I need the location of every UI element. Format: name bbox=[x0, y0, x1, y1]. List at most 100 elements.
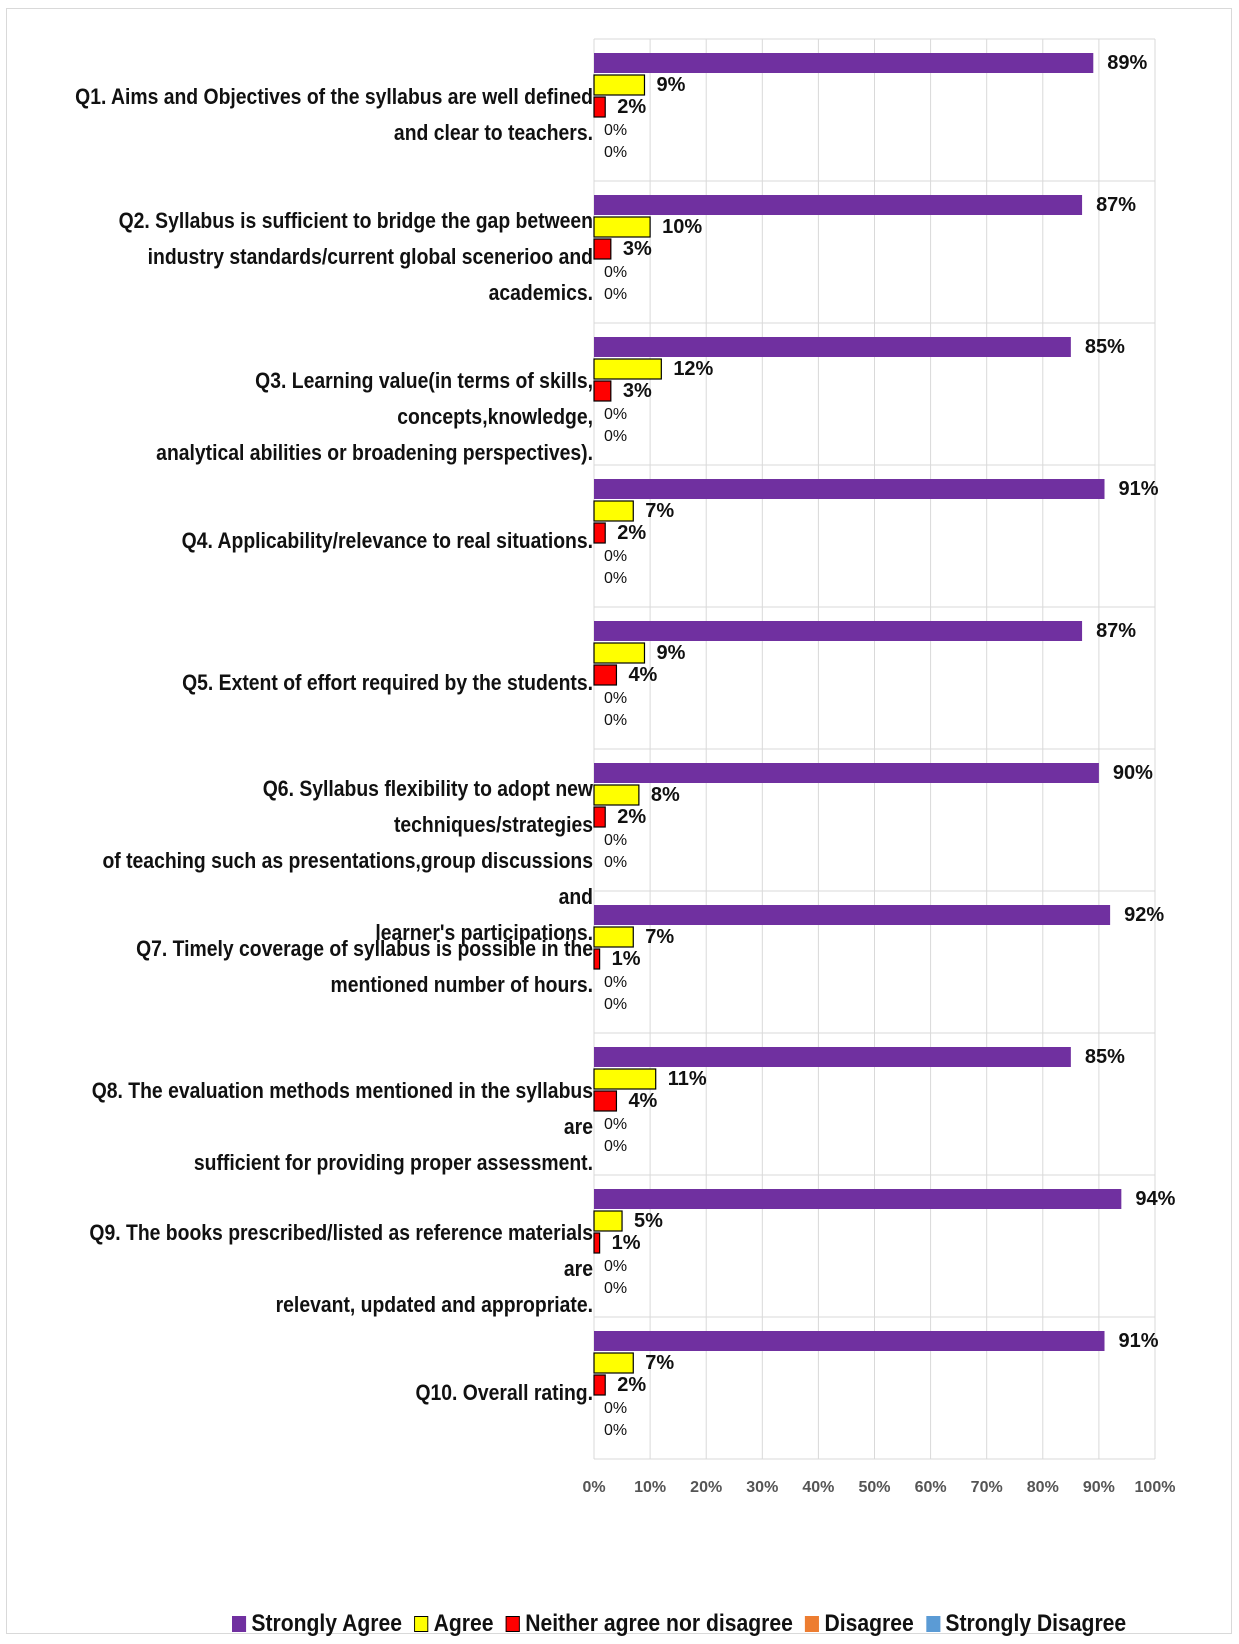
data-label: 91% bbox=[1119, 1330, 1159, 1352]
category-label: Q2. Syllabus is sufficient to bridge the… bbox=[65, 203, 593, 311]
data-label: 0% bbox=[604, 974, 627, 991]
data-label: 12% bbox=[673, 358, 713, 380]
data-label: 85% bbox=[1085, 336, 1125, 358]
legend-swatch bbox=[505, 1616, 520, 1632]
x-tick-label: 10% bbox=[634, 1479, 666, 1496]
category-label-line: Q10. Overall rating. bbox=[415, 1380, 593, 1405]
legend-label: Neither agree nor disagree bbox=[525, 1610, 793, 1637]
legend-item: Strongly Agree bbox=[232, 1610, 402, 1638]
bar-neither-agree-nor-disagree bbox=[593, 1232, 601, 1254]
bar-neither-agree-nor-disagree bbox=[593, 806, 606, 828]
data-label: 94% bbox=[1135, 1188, 1175, 1210]
chart-frame: 0% 10% 20% 30% 40% 50% 60% 70% 80% 90% 100% 89% 9% 2%… bbox=[6, 8, 1232, 1637]
data-label: 0% bbox=[604, 712, 627, 729]
bar-strongly-agree bbox=[594, 337, 1071, 357]
category-label-line: sufficient for providing proper assessme… bbox=[193, 1150, 593, 1175]
bar-strongly-agree bbox=[594, 1189, 1122, 1209]
data-label: 0% bbox=[604, 122, 627, 139]
category-label-line: and clear to teachers. bbox=[393, 120, 593, 145]
data-label: 8% bbox=[651, 784, 680, 806]
category-label-line: Q4. Applicability/relevance to real situ… bbox=[181, 528, 594, 553]
data-label: 3% bbox=[623, 238, 652, 260]
data-label: 87% bbox=[1096, 194, 1136, 216]
data-label: 0% bbox=[604, 690, 627, 707]
x-tick-label: 100% bbox=[1135, 1479, 1176, 1496]
data-label: 0% bbox=[604, 286, 627, 303]
data-label: 0% bbox=[604, 264, 627, 281]
x-tick-label: 50% bbox=[858, 1479, 890, 1496]
category-label-line: Q7. Timely coverage of syllabus is possi… bbox=[136, 936, 593, 961]
category-label: Q10. Overall rating. bbox=[65, 1375, 593, 1411]
legend-item: Agree bbox=[414, 1610, 494, 1638]
data-label: 7% bbox=[645, 500, 674, 522]
category-label: Q5. Extent of effort required by the stu… bbox=[65, 665, 593, 701]
data-label: 0% bbox=[604, 428, 627, 445]
category-label-line: relevant, updated and appropriate. bbox=[275, 1292, 593, 1317]
data-label: 7% bbox=[645, 1352, 674, 1374]
bar-agree bbox=[593, 1210, 623, 1232]
bar-agree bbox=[593, 74, 646, 96]
data-label: 4% bbox=[628, 1090, 657, 1112]
data-label: 0% bbox=[604, 854, 627, 871]
bar-strongly-agree bbox=[594, 1047, 1071, 1067]
x-tick-label: 30% bbox=[746, 1479, 778, 1496]
bar-neither-agree-nor-disagree bbox=[593, 1374, 606, 1396]
category-label: Q8. The evaluation methods mentioned in … bbox=[65, 1073, 593, 1175]
bar-strongly-agree bbox=[594, 53, 1094, 73]
data-label: 2% bbox=[617, 522, 646, 544]
data-label: 0% bbox=[604, 1138, 627, 1155]
data-label: 0% bbox=[604, 832, 627, 849]
data-label: 0% bbox=[604, 406, 627, 423]
category-label-line: academics. bbox=[488, 280, 593, 305]
data-label: 5% bbox=[634, 1210, 663, 1232]
data-label: 0% bbox=[604, 1400, 627, 1417]
data-label: 1% bbox=[612, 948, 641, 970]
category-label-line: analytical abilities or broadening persp… bbox=[156, 440, 593, 465]
bar-agree bbox=[593, 1068, 657, 1090]
bar-agree bbox=[593, 500, 634, 522]
bar-neither-agree-nor-disagree bbox=[593, 96, 606, 118]
bar-neither-agree-nor-disagree bbox=[593, 238, 612, 260]
bar-chart: 0% 10% 20% 30% 40% 50% 60% 70% 80% 90% 100% 89% 9% 2%… bbox=[582, 38, 1176, 1496]
bar-neither-agree-nor-disagree bbox=[593, 664, 618, 686]
data-label: 0% bbox=[604, 548, 627, 565]
x-tick-label: 20% bbox=[690, 1479, 722, 1496]
data-label: 1% bbox=[612, 1232, 641, 1254]
chart-legend: Strongly Agree Agree Neither agree nor dis… bbox=[232, 1604, 1126, 1644]
bar-strongly-agree bbox=[594, 621, 1083, 641]
category-label: Q9. The books prescribed/listed as refer… bbox=[65, 1215, 594, 1317]
bar-strongly-agree bbox=[594, 1331, 1105, 1351]
legend-label: Disagree bbox=[824, 1610, 914, 1637]
category-label: Q1. Aims and Objectives of the syllabus … bbox=[65, 79, 593, 151]
bar-strongly-agree bbox=[594, 195, 1083, 215]
category-label-line: Q8. The evaluation methods mentioned in … bbox=[91, 1078, 593, 1139]
data-label: 0% bbox=[604, 1280, 627, 1297]
legend-swatch bbox=[232, 1616, 247, 1632]
bar-strongly-agree bbox=[594, 479, 1105, 499]
bar-neither-agree-nor-disagree bbox=[593, 948, 601, 970]
category-label: Q7. Timely coverage of syllabus is possi… bbox=[65, 931, 593, 1003]
category-label-line: Q1. Aims and Objectives of the syllabus … bbox=[75, 84, 594, 109]
x-tick-label: 60% bbox=[915, 1479, 947, 1496]
category-label: Q4. Applicability/relevance to real situ… bbox=[65, 523, 593, 559]
x-tick-label: 80% bbox=[1027, 1479, 1059, 1496]
data-label: 3% bbox=[623, 380, 652, 402]
bar-agree bbox=[593, 926, 634, 948]
category-label-line: of teaching such as presentations,group … bbox=[102, 848, 593, 909]
legend-label: Strongly Agree bbox=[251, 1610, 402, 1637]
data-label: 0% bbox=[604, 996, 627, 1013]
bar-strongly-agree bbox=[594, 763, 1099, 783]
bar-neither-agree-nor-disagree bbox=[593, 1090, 618, 1112]
data-label: 0% bbox=[604, 1116, 627, 1133]
bar-agree bbox=[593, 642, 646, 664]
category-label-line: Q9. The books prescribed/listed as refer… bbox=[89, 1220, 594, 1281]
data-label: 92% bbox=[1124, 904, 1164, 926]
data-label: 7% bbox=[645, 926, 674, 948]
category-label-line: mentioned number of hours. bbox=[330, 972, 593, 997]
category-label-line: industry standards/current global scener… bbox=[147, 244, 593, 269]
legend-swatch bbox=[414, 1616, 429, 1632]
data-label: 0% bbox=[604, 144, 627, 161]
legend-item: Disagree bbox=[805, 1610, 914, 1638]
legend-swatch bbox=[926, 1616, 941, 1632]
bar-neither-agree-nor-disagree bbox=[593, 380, 612, 402]
